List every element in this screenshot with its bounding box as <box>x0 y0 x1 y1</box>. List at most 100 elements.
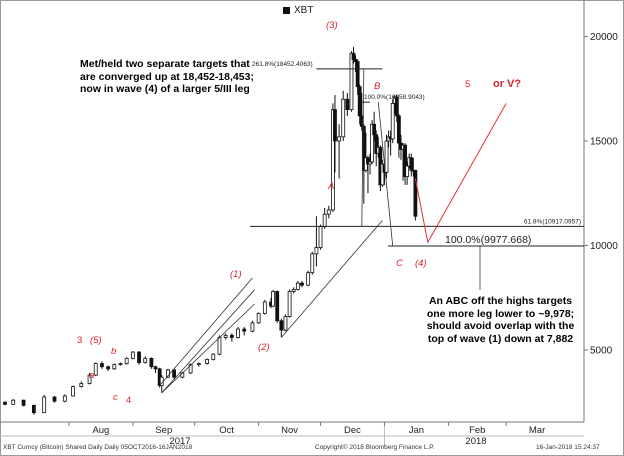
wave-label: or V? <box>493 78 521 90</box>
candle-body <box>137 351 141 363</box>
abc-note-line: An ABC off the highs targets <box>428 295 573 307</box>
trend-line <box>161 303 255 394</box>
candle-body <box>42 396 47 414</box>
candle-body <box>372 123 377 136</box>
candle-body <box>130 351 135 359</box>
x-tick-label: Aug <box>92 425 109 436</box>
candle-body <box>275 291 280 322</box>
candle-body <box>374 134 379 154</box>
y-tick-label: 5000 <box>590 346 613 357</box>
x-tick-label: Nov <box>281 425 298 436</box>
y-tick-label: 10000 <box>590 241 618 252</box>
abc-note-line: top of wave (1) down at 7,882 <box>427 332 574 345</box>
wave-label: (4) <box>415 258 427 269</box>
legend-swatch <box>283 7 290 14</box>
fib-label: 61.8%(10917.0957) <box>524 218 581 225</box>
wave-label: C <box>396 258 403 269</box>
candle-body <box>306 272 311 286</box>
wave-label: (1) <box>230 269 242 280</box>
footer-security: XBT Curncy (Bitcoin) Shared Daily Daily … <box>3 444 193 451</box>
wave-label: b <box>111 346 116 357</box>
candle-body <box>71 386 75 397</box>
year-label: 2018 <box>465 436 486 447</box>
candle-body <box>153 366 158 370</box>
candle-body <box>112 364 117 370</box>
candle-body <box>172 369 177 378</box>
candle-body <box>349 52 354 111</box>
x-tick-label: Oct <box>219 425 234 436</box>
candle-body <box>287 291 292 317</box>
x-tick-label: Dec <box>344 425 361 436</box>
x-tick-label: Feb <box>469 425 485 436</box>
y-tick-label: 20000 <box>590 32 618 43</box>
candle-body <box>205 359 210 364</box>
candle-body <box>242 328 247 332</box>
footer-copyright: Copyright© 2018 Bloomberg Finance L.P. <box>315 444 435 451</box>
candle-body <box>283 316 288 331</box>
candle-body <box>143 357 148 363</box>
candle-body <box>166 369 170 378</box>
candle-body <box>256 313 261 324</box>
candle-body <box>196 363 201 366</box>
candle-body <box>100 363 104 368</box>
candle-body <box>31 404 36 414</box>
footer-timestamp: 16-Jan-2018 15:24:37 <box>536 444 600 451</box>
candle-body <box>361 125 366 171</box>
wave-label: (3) <box>326 20 338 31</box>
candle-body <box>326 209 331 215</box>
candle-body <box>217 337 222 355</box>
candle-body <box>413 169 418 217</box>
candle-body <box>355 61 360 88</box>
candle-body <box>11 399 16 405</box>
candle-body <box>3 401 7 405</box>
candle-body <box>310 253 315 274</box>
candle-body <box>370 123 374 163</box>
candle-body <box>341 98 346 138</box>
candle-body <box>291 288 296 292</box>
candle-body <box>295 282 300 290</box>
candle-body <box>345 98 350 111</box>
candle-body <box>223 334 228 338</box>
abc-note-line: should avoid overlap with the <box>426 320 575 332</box>
candle-body <box>300 282 304 286</box>
candle-body <box>106 366 111 370</box>
candle-body <box>250 322 255 332</box>
candle-body <box>93 363 98 376</box>
candle-body <box>353 59 358 62</box>
candle-body <box>124 357 129 364</box>
trend-line <box>159 277 253 386</box>
wave-label: B <box>374 81 381 92</box>
projection-path <box>414 103 507 244</box>
candle-body <box>87 374 92 384</box>
candle-body <box>351 52 356 60</box>
targets-note: Met/held two separate targets that are c… <box>80 58 254 96</box>
wave-label: (2) <box>258 342 270 353</box>
trend-line <box>361 68 365 227</box>
candle-body <box>390 102 395 140</box>
candle-body <box>331 109 335 211</box>
candle-body <box>211 353 216 360</box>
trend-line <box>281 220 383 338</box>
candle-body <box>409 157 414 171</box>
targets-note-line: Met/held two separate targets that <box>80 58 250 70</box>
candle-body <box>271 291 275 307</box>
y-tick-label: 15000 <box>590 137 618 148</box>
abc-note-line: one more leg lower to ~9,978; <box>426 307 575 320</box>
wave-label: c <box>113 392 118 403</box>
x-tick-label: Sep <box>155 425 172 436</box>
candle-body <box>403 144 407 177</box>
wave-label: a <box>89 370 94 381</box>
trend-line <box>377 102 394 246</box>
fib-label: 100.0%(9977.668) <box>445 234 531 246</box>
chart-legend: XBT <box>283 5 313 16</box>
candle-body <box>337 136 341 142</box>
candle-body <box>118 363 123 366</box>
fib-label: 100.0%(16858.9043) <box>364 94 425 101</box>
candle-body <box>405 165 410 177</box>
candle-body <box>229 334 234 338</box>
candle-body <box>21 399 26 406</box>
fib-label: 261.8%(18452.4063) <box>252 61 313 68</box>
candle-body <box>62 395 67 402</box>
trend-line <box>161 289 255 394</box>
